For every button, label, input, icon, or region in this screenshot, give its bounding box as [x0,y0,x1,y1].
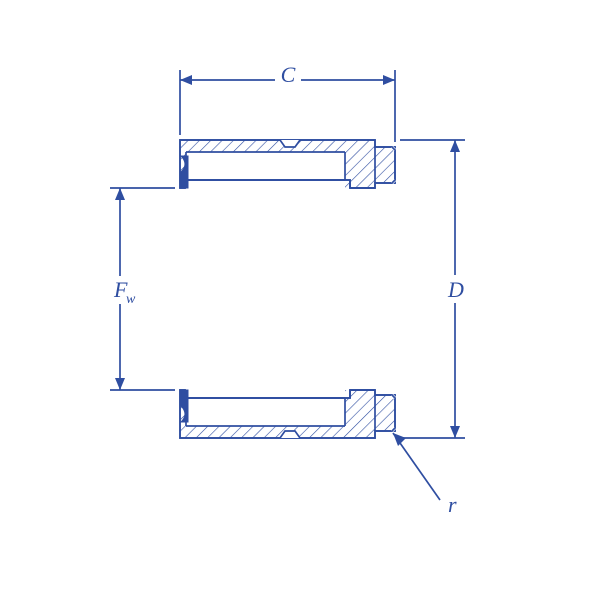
label-r: r [448,492,457,517]
label-f-sub: w [126,292,136,307]
section-bottom-half [180,390,395,438]
dimension-c: C [180,60,395,142]
dimension-d: D [400,140,469,438]
label-d: D [447,277,464,302]
dimension-r: r [393,433,457,517]
section-top-half [180,140,395,188]
dimension-fw: F w [104,188,175,390]
bearing-section-diagram: C D F w r [0,0,600,600]
label-c: C [281,62,296,87]
